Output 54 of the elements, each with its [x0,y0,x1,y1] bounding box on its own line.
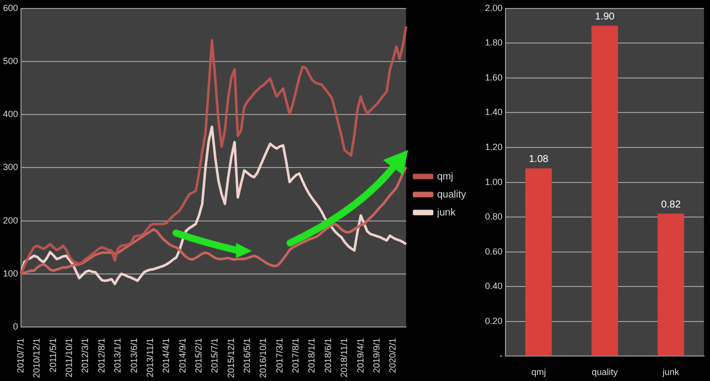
y-tick-label: 0.20 [484,316,503,326]
x-tick-label: 2016/10/1 [258,338,268,378]
data-label: 0.82 [661,199,682,210]
y-tick-label: 1.20 [484,142,503,152]
x-tick-label: 2012/3/1 [80,338,90,374]
y-tick-label: - [500,350,503,361]
y-tick-label: 1.60 [484,72,503,82]
y-tick-label: 0.40 [484,281,503,292]
data-label: 1.90 [595,12,615,23]
x-tick-label: 2017/3/1 [274,338,284,374]
y-tick-label: 1.40 [484,107,503,118]
y-tick-label: 0 [13,321,18,332]
x-tick-label: 2018/1/1 [306,338,317,374]
y-tick-label: 600 [2,2,18,13]
x-tick-label: 2010/12/1 [32,338,42,378]
y-tick-label: 2.00 [484,2,503,13]
x-tick-label: 2011/5/1 [48,338,58,372]
y-tick-label: 1.80 [484,38,503,48]
y-tick-label: 0.60 [484,246,503,256]
x-tick-label: 2016/5/1 [242,338,252,374]
bar [658,214,684,356]
x-tick-label: 2018/6/1 [322,338,333,374]
x-tick-label: 2014/4/1 [161,338,172,374]
legend-label: junk [436,207,456,218]
x-tick-label: 2018/11/1 [339,338,350,378]
x-tick-label: qmj [531,367,546,378]
x-tick-label: 2020/2/1 [388,338,398,374]
bar [525,168,552,356]
x-tick-label: 2012/8/1 [96,338,106,374]
legend-label: quality [437,189,466,200]
y-tick-label: 1.00 [484,176,503,187]
x-tick-label: 2013/6/1 [128,338,139,374]
x-tick-label: 2013/11/1 [144,338,155,378]
y-tick-label: 500 [2,56,18,66]
x-tick-label: quality [592,367,618,378]
y-tick-label: 0.80 [484,212,503,222]
x-tick-label: 2019/4/1 [355,338,366,374]
x-tick-label: 2019/9/1 [371,338,382,374]
x-tick-label: 2017/8/1 [290,338,301,374]
x-tick-label: 2014/9/1 [177,338,188,374]
x-tick-label: 2010/7/1 [16,338,26,374]
x-tick-label: junk [662,367,680,378]
y-tick-label: 100 [2,268,18,278]
y-tick-label: 300 [2,162,18,172]
x-tick-label: 2013/1/1 [112,338,123,374]
legend-label: qmj [437,171,454,182]
data-label: 1.08 [528,154,549,166]
x-tick-label: 2011/10/1 [64,338,74,378]
x-tick-label: 2015/7/1 [210,338,220,374]
bar [592,26,618,356]
y-tick-label: 200 [2,215,18,226]
y-tick-label: 400 [2,109,18,120]
x-tick-label: 2015/12/1 [226,338,236,378]
x-tick-label: 2015/2/1 [193,338,204,374]
